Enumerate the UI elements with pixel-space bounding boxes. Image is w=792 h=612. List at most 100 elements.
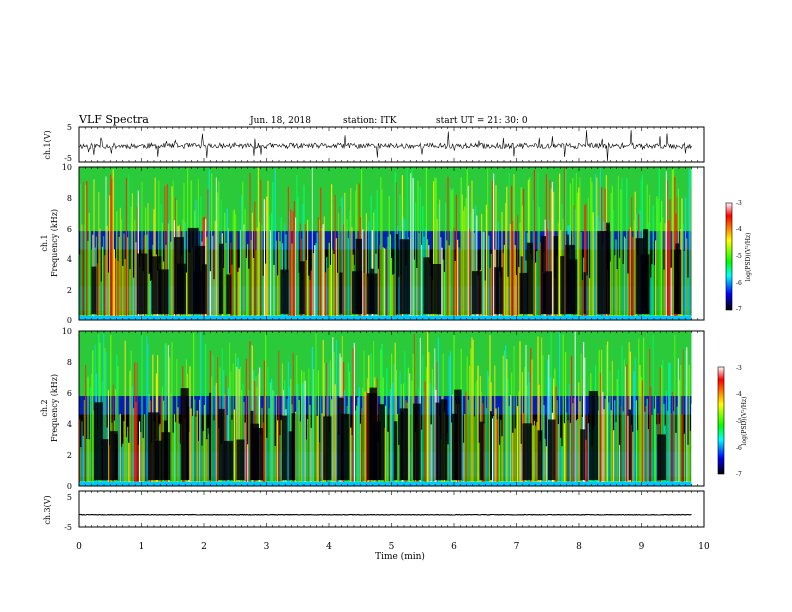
- spectrogram-column: [575, 420, 577, 482]
- ch3-waveform-panel: 5 -5 ch.3(V): [43, 490, 705, 532]
- spectrogram-column: [166, 184, 168, 316]
- spectrogram-gap: [180, 388, 189, 480]
- spectrogram-column: [431, 369, 433, 482]
- spectrogram-column: [463, 210, 465, 316]
- spectrogram-gap: [369, 387, 377, 480]
- spectrogram-column: [262, 422, 264, 482]
- spectrogram-column: [499, 444, 501, 482]
- spectrogram-column: [437, 203, 439, 316]
- spectrogram-column: [514, 245, 516, 316]
- spectrogram-column: [509, 224, 511, 316]
- spectrogram-column: [470, 214, 472, 316]
- spectrogram-column: [140, 431, 142, 482]
- spectrogram-column: [661, 365, 663, 482]
- spectrogram-column: [451, 190, 453, 316]
- spectrogram-column: [649, 349, 651, 482]
- cb1-tick-m5: -5: [736, 253, 742, 260]
- spectrogram-column: [218, 181, 220, 316]
- spectrogram-column: [671, 169, 673, 316]
- spectrogram-column: [247, 444, 249, 482]
- ch1-ytick-top: 5: [67, 123, 72, 132]
- spectrogram-gap: [519, 272, 529, 314]
- spectrogram-column: [453, 333, 455, 482]
- spectrogram-column: [650, 386, 652, 482]
- spectrogram-column: [128, 442, 130, 482]
- spectrogram-column: [237, 357, 239, 482]
- spectrogram-column: [107, 390, 109, 482]
- colorbar-ch2-scale: [717, 366, 725, 475]
- spectrogram-column: [307, 419, 309, 482]
- spectrogram-column: [236, 231, 238, 316]
- spectrogram-column: [290, 379, 292, 482]
- spectrogram-column: [127, 426, 129, 482]
- spectrogram-column: [271, 378, 273, 482]
- spectrogram-column: [125, 178, 127, 316]
- spectrogram-column: [124, 259, 126, 316]
- spectrogram-column: [394, 172, 396, 316]
- spectrogram-column: [343, 224, 345, 316]
- spectrogram-column: [350, 427, 352, 482]
- spectrogram-gap: [187, 227, 199, 314]
- spectrogram-column: [322, 224, 324, 316]
- spectrogram-column: [422, 355, 424, 482]
- spectrogram-column: [213, 420, 215, 482]
- spectrogram-column: [344, 192, 346, 316]
- spectrogram-column: [287, 361, 289, 482]
- spectrogram-column: [560, 437, 562, 482]
- spectrogram-column: [346, 219, 348, 316]
- spectrogram-column: [133, 408, 135, 482]
- spectrogram-column: [315, 243, 317, 316]
- spectrogram-column: [139, 421, 141, 482]
- spectrogram-column: [236, 366, 238, 482]
- spectrogram-column: [268, 408, 270, 482]
- spectrogram-gap: [494, 267, 503, 314]
- spectrogram-column: [519, 341, 521, 482]
- spectrogram-column: [541, 337, 543, 482]
- spectrogram-column: [577, 419, 579, 482]
- spectrogram-column: [475, 205, 477, 316]
- spectrogram-column: [493, 415, 495, 482]
- spectrogram-column: [633, 220, 635, 316]
- spectrogram-column: [211, 376, 213, 482]
- spectrogram-column: [640, 377, 642, 482]
- spectrogram-column: [297, 196, 299, 316]
- spectrogram-column: [469, 365, 471, 482]
- xtick-7: 7: [514, 542, 520, 552]
- spectrogram-gap: [490, 411, 492, 480]
- spectrogram-column: [311, 347, 313, 482]
- spectrogram-column: [477, 365, 479, 482]
- spectrogram-column: [104, 348, 106, 482]
- spectrogram-column: [484, 280, 486, 316]
- spectrogram-column: [562, 334, 564, 482]
- spectrogram-column: [392, 274, 394, 316]
- spectrogram-column: [266, 196, 268, 316]
- ch2-ytick-0: 0: [67, 482, 72, 491]
- spectrogram-column: [121, 219, 123, 316]
- spectrogram-column: [469, 229, 471, 316]
- spectrogram-column: [194, 399, 196, 482]
- spectrogram-column: [643, 337, 645, 482]
- spectrogram-column: [328, 242, 330, 316]
- spectrogram-column: [688, 169, 690, 316]
- spectrogram-column: [422, 206, 424, 316]
- spectrogram-gap: [186, 406, 190, 480]
- spectrogram-column: [466, 169, 468, 316]
- spectrogram-column: [571, 355, 573, 482]
- spectrogram-column: [308, 368, 310, 482]
- spectrogram-column: [303, 184, 305, 316]
- spectrogram-column: [331, 184, 333, 316]
- spectrogram-gap: [451, 413, 458, 480]
- spectrogram-column: [239, 366, 241, 482]
- spectrogram-column: [458, 247, 460, 316]
- xtick-5: 5: [389, 542, 395, 552]
- spectrogram-column: [398, 444, 400, 482]
- spectrogram-column: [533, 420, 535, 482]
- spectrogram-column: [441, 247, 443, 316]
- spectrogram-gap: [109, 431, 118, 480]
- xtick-0: 0: [76, 542, 82, 552]
- spectrogram-column: [506, 186, 508, 316]
- spectrogram-column: [362, 229, 364, 316]
- spectrogram-column: [338, 212, 340, 316]
- spectrogram-column: [609, 371, 611, 482]
- spectrogram-column: [171, 186, 173, 316]
